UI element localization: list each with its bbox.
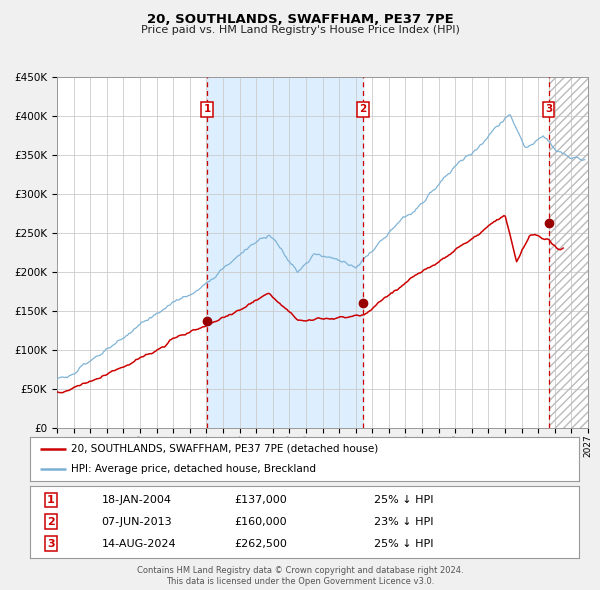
Text: 18-JAN-2004: 18-JAN-2004	[101, 495, 172, 505]
Text: 23% ↓ HPI: 23% ↓ HPI	[374, 517, 433, 526]
Text: 25% ↓ HPI: 25% ↓ HPI	[374, 495, 433, 505]
Text: 1: 1	[203, 104, 211, 114]
Text: Price paid vs. HM Land Registry's House Price Index (HPI): Price paid vs. HM Land Registry's House …	[140, 25, 460, 35]
Text: HPI: Average price, detached house, Breckland: HPI: Average price, detached house, Brec…	[71, 464, 316, 474]
Text: £137,000: £137,000	[234, 495, 287, 505]
Text: 1: 1	[47, 495, 55, 505]
Text: 25% ↓ HPI: 25% ↓ HPI	[374, 539, 433, 549]
Bar	[207, 77, 363, 428]
Text: 3: 3	[47, 539, 55, 549]
Text: 3: 3	[545, 104, 552, 114]
Text: 14-AUG-2024: 14-AUG-2024	[101, 539, 176, 549]
Text: 07-JUN-2013: 07-JUN-2013	[101, 517, 172, 526]
Text: 2: 2	[47, 517, 55, 526]
Bar	[548, 77, 588, 428]
Text: This data is licensed under the Open Government Licence v3.0.: This data is licensed under the Open Gov…	[166, 577, 434, 586]
Text: 2: 2	[359, 104, 367, 114]
Text: 20, SOUTHLANDS, SWAFFHAM, PE37 7PE (detached house): 20, SOUTHLANDS, SWAFFHAM, PE37 7PE (deta…	[71, 444, 379, 454]
Text: 20, SOUTHLANDS, SWAFFHAM, PE37 7PE: 20, SOUTHLANDS, SWAFFHAM, PE37 7PE	[146, 13, 454, 26]
Text: £262,500: £262,500	[234, 539, 287, 549]
Text: £160,000: £160,000	[234, 517, 287, 526]
Text: Contains HM Land Registry data © Crown copyright and database right 2024.: Contains HM Land Registry data © Crown c…	[137, 566, 463, 575]
